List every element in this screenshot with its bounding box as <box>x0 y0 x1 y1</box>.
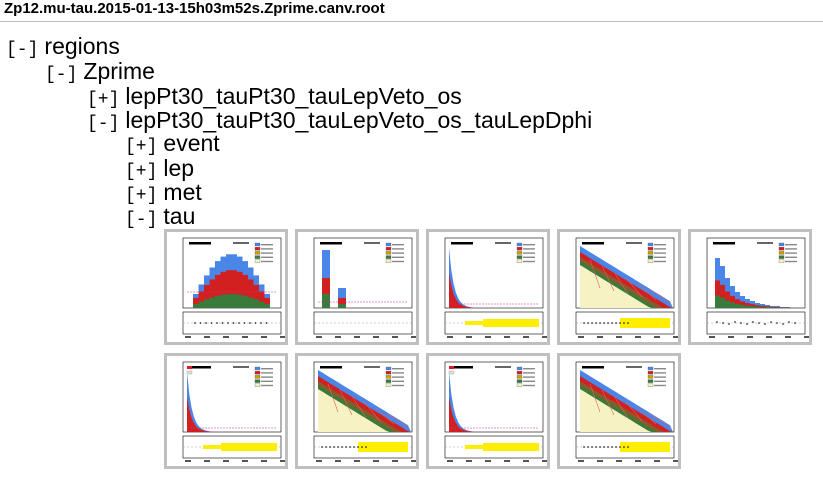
plot-image <box>706 237 809 338</box>
tree-node-sel-os-dphi: [-] lepPt30_tauPt30_tauLepVeto_os_tauLepD… <box>87 107 592 134</box>
tree-node-tau: [-] tau <box>125 203 195 230</box>
tree-label-sel-os-dphi[interactable]: lepPt30_tauPt30_tauLepVeto_os_tauLepDphi <box>125 107 593 133</box>
collapse-toggle[interactable]: [-] <box>6 40 39 60</box>
tree-label-tau[interactable]: tau <box>163 203 196 229</box>
expand-toggle[interactable]: [+] <box>125 162 158 182</box>
plot-thumbnail[interactable] <box>164 353 288 469</box>
plot-image <box>575 361 678 462</box>
expand-toggle[interactable]: [+] <box>125 186 158 206</box>
tree-label-sel-os[interactable]: lepPt30_tauPt30_tauLepVeto_os <box>125 83 462 109</box>
page-title: Zp12.mu-tau.2015-01-13-15h03m52s.Zprime.… <box>4 0 385 17</box>
collapse-toggle[interactable]: [-] <box>45 65 78 85</box>
tree-node-met: [+] met <box>125 179 202 206</box>
collapse-toggle[interactable]: [-] <box>87 114 120 134</box>
tree-node-zprime: [-] Zprime <box>45 58 155 85</box>
tree-label-zprime[interactable]: Zprime <box>83 58 155 84</box>
tree-node-sel-os: [+] lepPt30_tauPt30_tauLepVeto_os <box>87 83 462 110</box>
expand-toggle[interactable]: [+] <box>87 90 120 110</box>
tree-node-event: [+] event <box>125 130 220 157</box>
plot-image <box>313 237 416 338</box>
plot-thumbnail[interactable] <box>688 229 812 345</box>
collapse-toggle[interactable]: [-] <box>125 210 158 230</box>
plot-image <box>575 237 678 338</box>
tree-node-regions: [-] regions <box>6 33 120 60</box>
plot-thumbnail[interactable] <box>426 353 550 469</box>
expand-toggle[interactable]: [+] <box>125 137 158 157</box>
plot-thumbnail[interactable] <box>557 353 681 469</box>
plot-thumbnail[interactable] <box>426 229 550 345</box>
tree-label-met[interactable]: met <box>163 179 202 205</box>
plot-image <box>444 361 547 462</box>
tree-label-lep[interactable]: lep <box>163 155 195 181</box>
plot-image <box>444 237 547 338</box>
plot-image <box>313 361 416 462</box>
plot-thumbnail[interactable] <box>557 229 681 345</box>
plot-image <box>182 237 285 338</box>
title-divider <box>0 21 823 22</box>
tree-label-regions[interactable]: regions <box>44 33 120 59</box>
plot-thumbnail[interactable] <box>295 353 419 469</box>
plot-thumbnail[interactable] <box>295 229 419 345</box>
tree-label-event[interactable]: event <box>163 130 220 156</box>
plot-thumbnail[interactable] <box>164 229 288 345</box>
tree-node-lep: [+] lep <box>125 155 194 182</box>
plot-image <box>182 361 285 462</box>
